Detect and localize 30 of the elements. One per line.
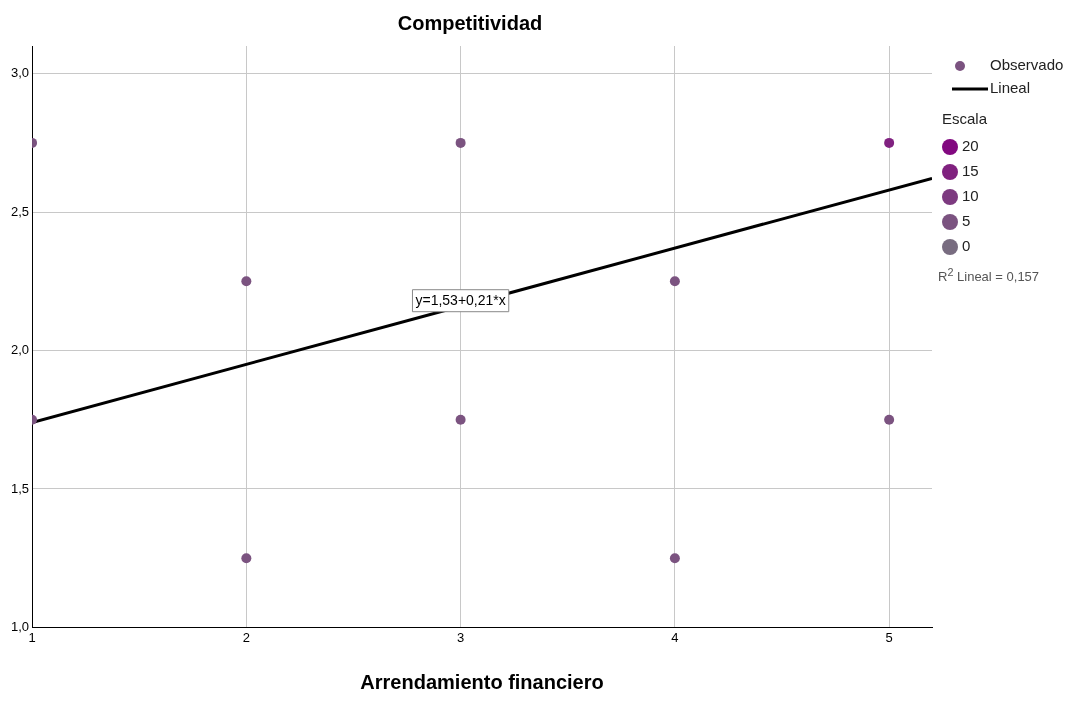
annotation: y=1,53+0,21*x	[415, 291, 506, 308]
point	[884, 414, 895, 425]
point	[455, 414, 466, 425]
chart-title: Competitividad	[397, 11, 543, 34]
legend-label: 20	[962, 137, 979, 155]
point	[884, 137, 895, 148]
x-tick-label: 3	[456, 629, 465, 645]
legend-label: Lineal	[990, 79, 1031, 97]
y-tick-label: 2,0	[10, 342, 30, 358]
point	[669, 553, 680, 564]
point	[241, 553, 252, 564]
point	[241, 276, 252, 287]
x-axis-title: Arrendamiento financiero	[360, 670, 604, 693]
x-tick-label: 1	[28, 629, 36, 645]
legend-title: Escala	[942, 110, 988, 128]
y-tick-label: 1,5	[10, 480, 30, 496]
x-tick-label: 5	[885, 629, 893, 645]
legend-label: 5	[962, 212, 971, 230]
point	[455, 137, 466, 148]
y-tick-label: 2,5	[10, 203, 30, 219]
text: R$^{2}$ Lineal = 0,157	[938, 266, 1040, 285]
x-tick-label: 2	[242, 629, 250, 645]
point	[669, 276, 680, 287]
x-tick-label: 4	[671, 629, 679, 645]
legend-label: Observado	[990, 56, 1064, 74]
legend-label: 10	[962, 187, 979, 205]
y-tick-label: 3,0	[10, 65, 30, 81]
legend-label: 15	[962, 162, 979, 180]
y-tick-label: 1,0	[10, 618, 30, 634]
legend-label: 0	[962, 237, 971, 255]
